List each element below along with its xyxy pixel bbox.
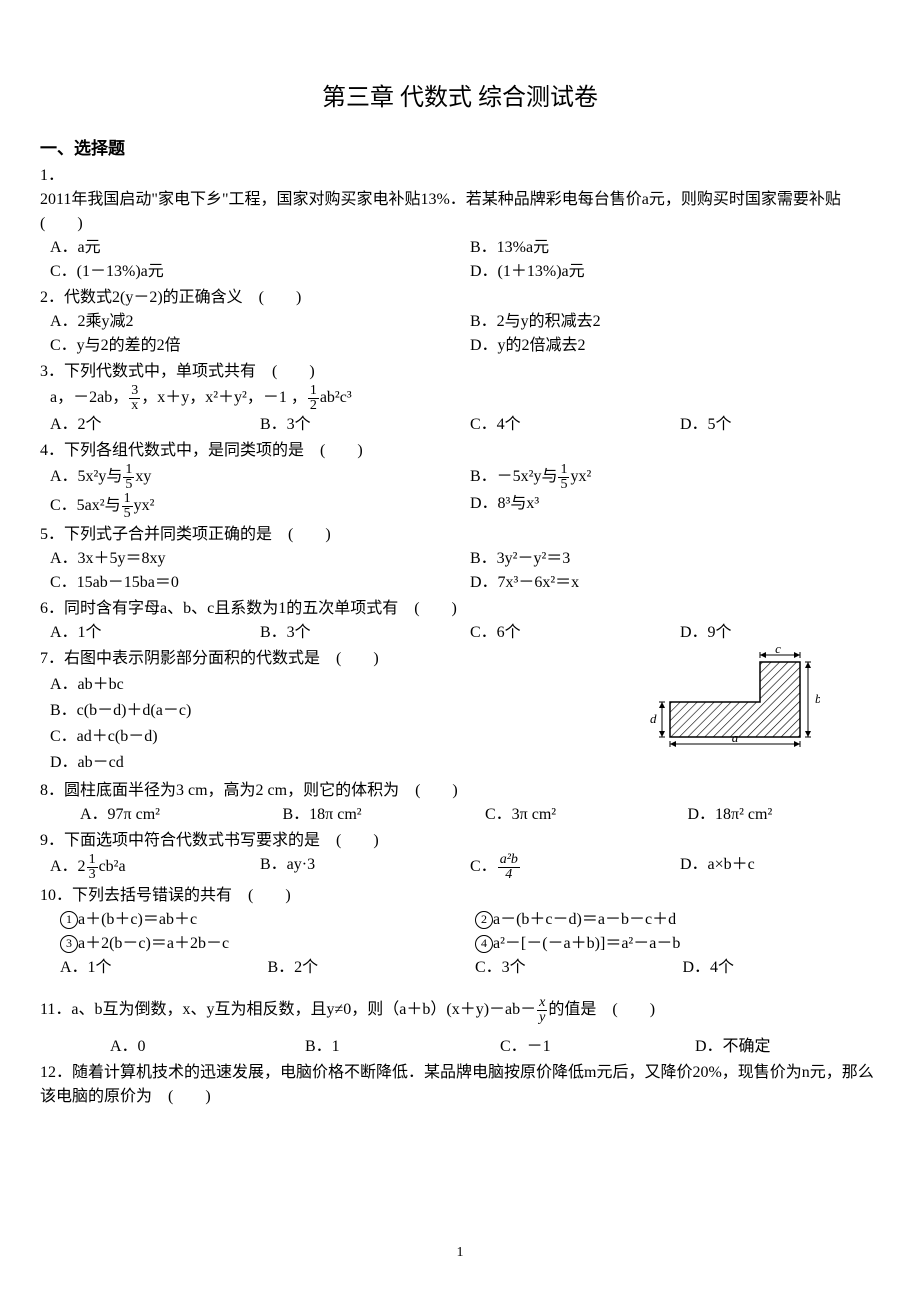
q9-opt-b: B．ay·3: [250, 853, 460, 882]
q3-list-post: ab²c³: [320, 389, 352, 406]
q3-opt-c: C．4个: [460, 413, 670, 437]
q1-stem: 2011年我国启动"家电下乡"工程，国家对购买家电补贴13%．若某种品牌彩电每台…: [40, 188, 880, 236]
section-1-heading: 一、选择题: [40, 136, 880, 162]
q9-opt-d: D．a×b＋c: [670, 853, 880, 882]
q7-opt-a: A．ab＋bc: [40, 673, 650, 697]
q2-opt-b: B．2与y的积减去2: [460, 310, 880, 334]
q4-opt-d: D．8³与x³: [460, 492, 880, 521]
q7-figure: c b d: [650, 647, 880, 755]
q3-opt-a: A．2个: [40, 413, 250, 437]
q10-item-4: 4a²－[－(－a＋b)]＝a²－a－b: [465, 932, 880, 956]
q1-opt-b: B．13%a元: [460, 236, 880, 260]
question-7: 7．右图中表示阴影部分面积的代数式是 ( ) A．ab＋bc B．c(b－d)＋…: [40, 647, 880, 777]
q10-stem: 10．下列去括号错误的共有 ( ): [40, 884, 880, 908]
question-3: 3．下列代数式中，单项式共有 ( ) a，－2ab，3x，x＋y，x²＋y²，－…: [40, 360, 880, 437]
q6-opt-a: A．1个: [40, 621, 250, 645]
q5-opt-d: D．7x³－6x²＝x: [460, 571, 880, 595]
fig-label-d: d: [650, 711, 657, 726]
q2-stem: 2．代数式2(y－2)的正确含义 ( ): [40, 286, 880, 310]
q11-opt-a: A．0: [100, 1035, 295, 1059]
page-title: 第三章 代数式 综合测试卷: [40, 80, 880, 116]
q12-stem: 12．随着计算机技术的迅速发展，电脑价格不断降低．某品牌电脑按原价降低m元后，又…: [40, 1061, 880, 1109]
q3-opt-d: D．5个: [670, 413, 880, 437]
q8-opt-d: D．18π² cm²: [678, 803, 881, 827]
question-2: 2．代数式2(y－2)的正确含义 ( ) A．2乘y减2 B．2与y的积减去2 …: [40, 286, 880, 358]
q7-opt-b: B．c(b－d)＋d(a－c): [40, 699, 650, 723]
q10-opt-a: A．1个: [50, 956, 258, 980]
fig-label-a: a: [732, 730, 739, 745]
question-8: 8．圆柱底面半径为3 cm，高为2 cm，则它的体积为 ( ) A．97π cm…: [40, 779, 880, 827]
q6-stem: 6．同时含有字母a、b、c且系数为1的五次单项式有 ( ): [40, 597, 880, 621]
q6-opt-c: C．6个: [460, 621, 670, 645]
question-6: 6．同时含有字母a、b、c且系数为1的五次单项式有 ( ) A．1个 B．3个 …: [40, 597, 880, 645]
question-10: 10．下列去括号错误的共有 ( ) 1a＋(b＋c)＝ab＋c 2a－(b＋c－…: [40, 884, 880, 980]
question-9: 9．下面选项中符合代数式书写要求的是 ( ) A．213cb²a B．ay·3 …: [40, 829, 880, 882]
q10-opt-c: C．3个: [465, 956, 673, 980]
q5-opt-c: C．15ab－15ba＝0: [40, 571, 460, 595]
page: 第三章 代数式 综合测试卷 一、选择题 1． 2011年我国启动"家电下乡"工程…: [0, 0, 920, 1303]
q3-frac1: 3x: [129, 384, 140, 413]
q11-opt-b: B．1: [295, 1035, 490, 1059]
q6-opt-b: B．3个: [250, 621, 460, 645]
q8-stem: 8．圆柱底面半径为3 cm，高为2 cm，则它的体积为 ( ): [40, 779, 880, 803]
question-11: 11．a、b互为倒数，x、y互为相反数，且y≠0，则（a＋b）(x＋y)－ab－…: [40, 996, 880, 1059]
circled-3-icon: 3: [60, 935, 78, 953]
q3-list-mid: ，x＋y，x²＋y²，－1 ，: [141, 389, 307, 406]
q1-opt-a: A．a元: [40, 236, 460, 260]
q3-opt-b: B．3个: [250, 413, 460, 437]
q2-opt-a: A．2乘y减2: [40, 310, 460, 334]
q7-stem: 7．右图中表示阴影部分面积的代数式是 ( ): [40, 647, 650, 671]
q8-opt-b: B．18π cm²: [273, 803, 476, 827]
q9-opt-a: A．213cb²a: [40, 853, 250, 882]
q5-stem: 5．下列式子合并同类项正确的是 ( ): [40, 523, 880, 547]
q3-frac2: 12: [308, 384, 319, 413]
q4-stem: 4．下列各组代数式中，是同类项的是 ( ): [40, 439, 880, 463]
question-12: 12．随着计算机技术的迅速发展，电脑价格不断降低．某品牌电脑按原价降低m元后，又…: [40, 1061, 880, 1109]
q11-opt-d: D．不确定: [685, 1035, 880, 1059]
q7-opt-c: C．ad＋c(b－d): [40, 725, 650, 749]
q4-opt-c: C．5ax²与15yx²: [40, 492, 460, 521]
q3-stem: 3．下列代数式中，单项式共有 ( ): [40, 360, 880, 384]
q5-opt-b: B．3y²－y²＝3: [460, 547, 880, 571]
circled-2-icon: 2: [475, 911, 493, 929]
q9-opt-c: C．a²b4: [460, 853, 670, 882]
circled-4-icon: 4: [475, 935, 493, 953]
q10-opt-b: B．2个: [258, 956, 466, 980]
q11-stem: 11．a、b互为倒数，x、y互为相反数，且y≠0，则（a＋b）(x＋y)－ab－…: [40, 996, 880, 1025]
q10-item-1: 1a＋(b＋c)＝ab＋c: [50, 908, 465, 932]
q1-opt-c: C．(1－13%)a元: [40, 260, 460, 284]
q6-opt-d: D．9个: [670, 621, 880, 645]
q8-opt-a: A．97π cm²: [70, 803, 273, 827]
question-5: 5．下列式子合并同类项正确的是 ( ) A．3x＋5y＝8xy B．3y²－y²…: [40, 523, 880, 595]
q11-opt-c: C．－1: [490, 1035, 685, 1059]
q4-opt-a: A．5x²y与15xy: [40, 463, 460, 492]
q9-stem: 9．下面选项中符合代数式书写要求的是 ( ): [40, 829, 880, 853]
question-4: 4．下列各组代数式中，是同类项的是 ( ) A．5x²y与15xy B．－5x²…: [40, 439, 880, 521]
q1-num: 1．: [40, 164, 880, 188]
q10-item-3: 3a＋2(b－c)＝a＋2b－c: [50, 932, 465, 956]
q2-opt-c: C．y与2的差的2倍: [40, 334, 460, 358]
q10-item-2: 2a－(b＋c－d)＝a－b－c＋d: [465, 908, 880, 932]
page-number: 1: [0, 1242, 920, 1263]
fig-label-c: c: [775, 647, 781, 656]
q2-opt-d: D．y的2倍减去2: [460, 334, 880, 358]
fig-label-b: b: [815, 691, 820, 706]
q7-opt-d: D．ab－cd: [40, 751, 650, 775]
circled-1-icon: 1: [60, 911, 78, 929]
q4-opt-b: B．－5x²y与15yx²: [460, 463, 880, 492]
q10-opt-d: D．4个: [673, 956, 881, 980]
q8-opt-c: C．3π cm²: [475, 803, 678, 827]
q5-opt-a: A．3x＋5y＝8xy: [40, 547, 460, 571]
question-1: 1． 2011年我国启动"家电下乡"工程，国家对购买家电补贴13%．若某种品牌彩…: [40, 164, 880, 284]
l-shape-diagram: c b d: [650, 647, 820, 747]
q3-list-pre: a，－2ab，: [50, 389, 128, 406]
q3-list: a，－2ab，3x，x＋y，x²＋y²，－1 ，12ab²c³: [40, 384, 880, 413]
q1-opt-d: D．(1＋13%)a元: [460, 260, 880, 284]
